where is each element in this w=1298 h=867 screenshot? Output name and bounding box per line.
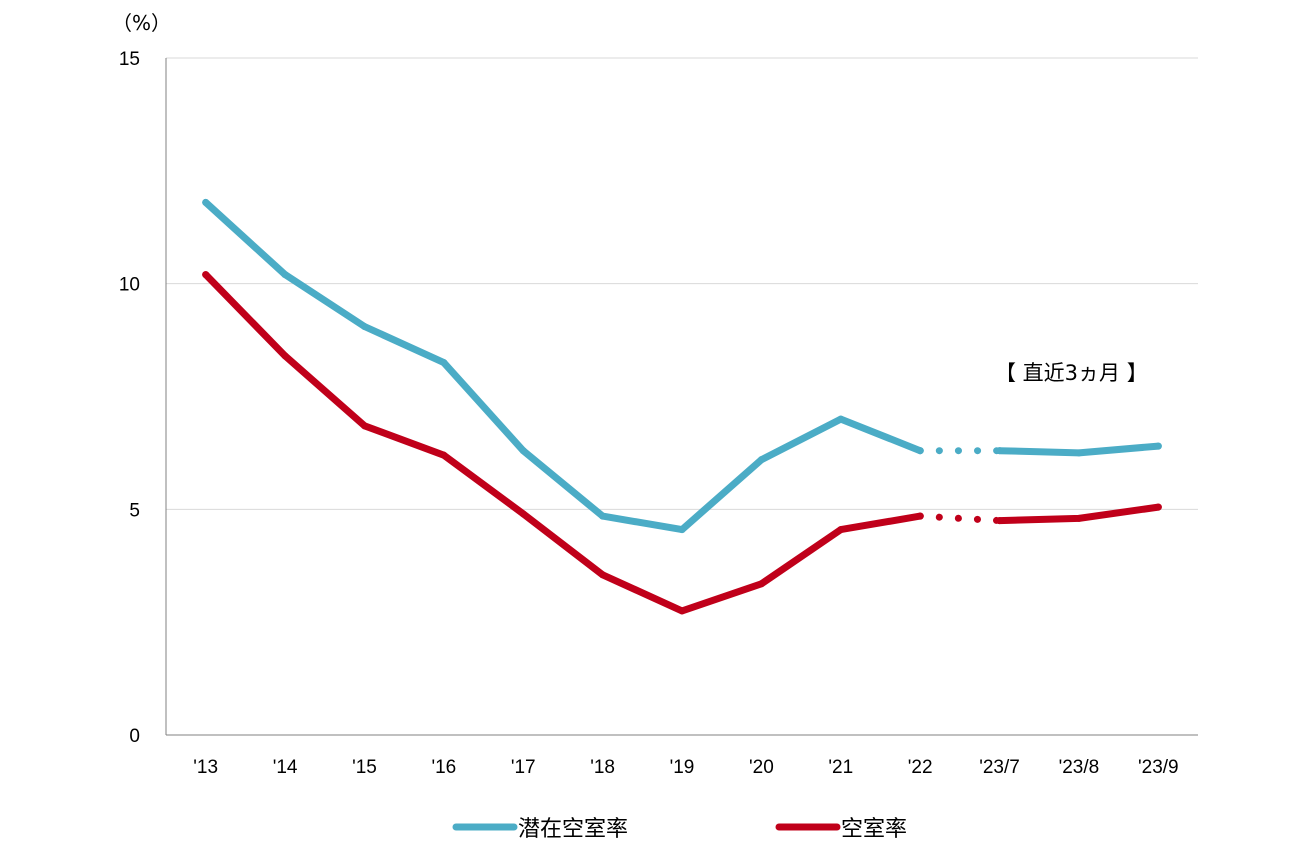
data-point-vacancy	[519, 510, 527, 518]
x-tick-label: '23/7	[979, 757, 1020, 778]
x-tick-label: '23/9	[1138, 757, 1179, 778]
legend: 潜在空室率 空室率	[452, 817, 907, 842]
series-connector-vacancy	[916, 512, 1003, 525]
x-tick-label: '19	[670, 757, 695, 778]
data-point-vacancy	[996, 517, 1004, 525]
data-point-potential-vacancy	[281, 271, 289, 279]
data-point-potential-vacancy	[519, 447, 527, 455]
legend-label-vacancy: 空室率	[841, 817, 907, 842]
x-tick-label: '22	[908, 757, 933, 778]
data-point-potential-vacancy	[996, 447, 1004, 455]
x-tick-labels: '13 '14 '15 '16 '17 '18 '19 '20 '21 '22 '23/7 '23/8…	[193, 757, 1178, 778]
data-point-vacancy	[440, 451, 448, 459]
data-point-potential-vacancy	[599, 512, 607, 520]
data-point-potential-vacancy	[757, 456, 765, 464]
data-point-potential-vacancy	[916, 447, 924, 455]
data-point-potential-vacancy	[837, 415, 845, 423]
data-point-vacancy	[837, 526, 845, 534]
data-point-potential-vacancy	[360, 323, 368, 331]
x-tick-label: '18	[590, 757, 615, 778]
y-tick-label: 15	[119, 49, 140, 70]
x-tick-label: '14	[273, 757, 298, 778]
data-point-potential-vacancy	[1075, 449, 1083, 457]
recent-months-annotation: 【 直近3ヵ月 】	[995, 361, 1148, 385]
y-tick-labels: 0 5 10 15	[119, 49, 140, 747]
x-tick-label: '16	[431, 757, 456, 778]
x-tick-label: '21	[828, 757, 853, 778]
x-tick-label: '23/8	[1059, 757, 1100, 778]
x-tick-label: '20	[749, 757, 774, 778]
data-point-vacancy	[1075, 514, 1083, 522]
data-point-potential-vacancy	[202, 198, 210, 206]
series-line-potential-vacancy-annual	[202, 198, 924, 534]
data-point-vacancy	[202, 271, 210, 279]
data-point-potential-vacancy	[1154, 442, 1162, 450]
data-point-potential-vacancy	[440, 359, 448, 367]
series-line-vacancy-annual	[202, 271, 924, 615]
gridlines	[166, 57, 1198, 510]
data-point-vacancy	[360, 422, 368, 430]
data-point-vacancy	[757, 580, 765, 588]
y-tick-label: 5	[129, 500, 140, 521]
y-unit-label: （%）	[112, 11, 171, 35]
series-lines	[202, 198, 1162, 615]
data-point-vacancy	[678, 607, 686, 615]
data-point-potential-vacancy	[678, 526, 686, 534]
data-point-vacancy	[599, 571, 607, 579]
x-tick-label: '17	[511, 757, 536, 778]
y-tick-label: 10	[119, 275, 140, 296]
legend-label-potential-vacancy: 潜在空室率	[518, 817, 628, 842]
data-point-vacancy	[916, 512, 924, 520]
y-tick-label: 0	[129, 726, 140, 747]
data-point-vacancy	[281, 352, 289, 360]
x-tick-label: '15	[352, 757, 377, 778]
x-tick-label: '13	[193, 757, 218, 778]
data-point-vacancy	[1154, 503, 1162, 511]
